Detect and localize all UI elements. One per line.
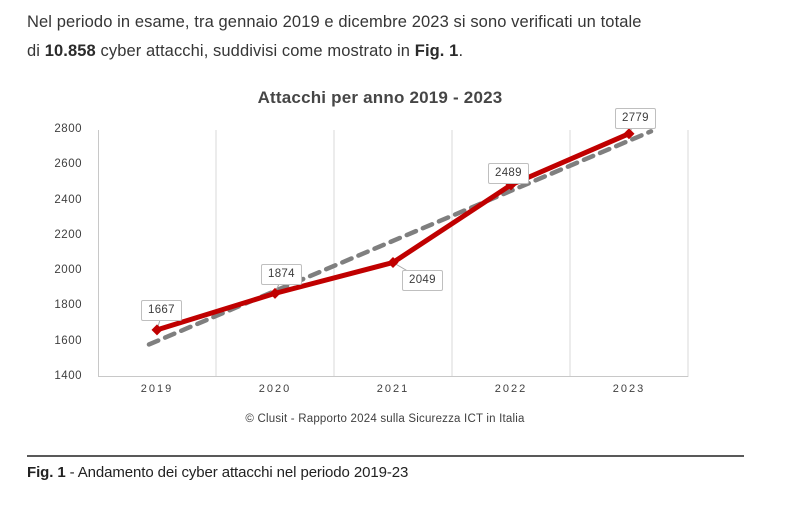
intro-paragraph: Nel periodo in esame, tra gennaio 2019 e… [27, 8, 772, 66]
y-axis-tick-label: 1600 [54, 334, 82, 347]
intro-text: cyber attacchi, suddivisi come mostrato … [95, 42, 415, 60]
data-point-label: 1667 [141, 299, 182, 321]
chart-title: Attacchi per anno 2019 - 2023 [257, 88, 503, 107]
figure-caption: Fig. 1 - Andamento dei cyber attacchi ne… [27, 464, 747, 481]
y-axis-tick-label: 1400 [54, 370, 82, 382]
x-axis-tick-label: 2021 [376, 383, 410, 395]
data-point-marker [151, 324, 163, 336]
chart-canvas [98, 117, 689, 377]
data-point-label: 2049 [402, 270, 443, 292]
total-attacks-value: 10.858 [44, 42, 96, 60]
x-axis-tick-label: 2020 [258, 383, 292, 395]
intro-text: . [458, 42, 464, 60]
data-point-marker [269, 287, 281, 299]
figure-caption-label: Fig. 1 [27, 464, 66, 481]
y-axis-tick-label: 2200 [54, 228, 82, 241]
y-axis-tick-label: 2400 [54, 193, 82, 206]
y-axis: 2800 2600 2400 2200 2000 1800 1600 1400 [40, 123, 90, 382]
trend-line [146, 129, 654, 347]
data-point-label: 2489 [488, 162, 529, 184]
data-point-label: 1874 [261, 264, 302, 286]
figure-reference: Fig. 1 [414, 42, 459, 60]
chart-source-caption: © Clusit - Rapporto 2024 sulla Sicurezza… [245, 413, 525, 425]
intro-text: di [27, 42, 45, 60]
figure-divider-line [27, 455, 744, 457]
intro-text: Nel periodo in esame, tra gennaio 2019 e… [27, 13, 642, 31]
attacks-line [156, 131, 630, 333]
y-axis-tick-label: 2800 [54, 123, 82, 135]
y-axis-tick-label: 1800 [54, 299, 82, 312]
x-axis-tick-label: 2022 [494, 383, 528, 395]
plot-area: 1667 1874 2049 2489 2779 [98, 107, 689, 377]
data-point-label: 2779 [615, 107, 656, 129]
data-point-marker [387, 256, 399, 268]
data-point-marker [623, 128, 635, 140]
figure-caption-text: - Andamento dei cyber attacchi nel perio… [65, 464, 409, 481]
x-axis-tick-label: 2023 [612, 383, 646, 395]
x-axis-tick-label: 2019 [140, 383, 174, 395]
y-axis-tick-label: 2600 [54, 158, 82, 171]
x-axis: 2019 2020 2021 2022 2023 [98, 383, 688, 399]
y-axis-tick-label: 2000 [54, 264, 82, 277]
